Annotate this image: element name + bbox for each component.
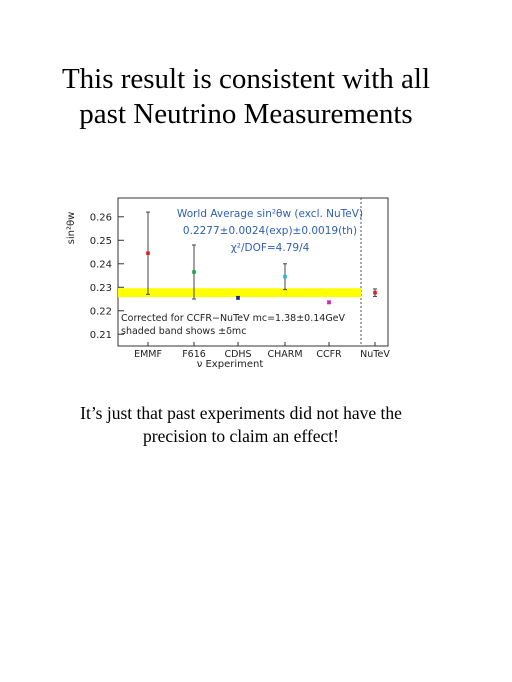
x-axis-label: ν Experiment [197, 359, 264, 370]
slide-title-line-2: past Neutrino Measurements [79, 98, 413, 130]
annotation-correction-note: Corrected for CCFR−NuTeV mc=1.38±0.14GeV [121, 313, 346, 324]
plot-frame [117, 197, 389, 347]
annotation-chi2: χ²/DOF=4.79/4 [231, 242, 310, 254]
world-average-band [118, 288, 361, 298]
y-tick-label-3: 0.24 [90, 259, 112, 270]
y-axis-label: sin²θw [66, 212, 77, 245]
data-point-nutev [373, 290, 377, 295]
y-tick-label-1: 0.22 [90, 306, 112, 317]
caption: It’s just that past experiments did not … [0, 402, 482, 448]
y-tick-label-4: 0.25 [90, 236, 112, 247]
annotation-band-note: shaded band shows ±δmc [121, 326, 246, 337]
data-point-ccfr [327, 300, 331, 305]
annotation-world-average: World Average sin²θw (excl. NuTeV) [177, 208, 363, 220]
caption-line-1: It’s just that past experiments did not … [80, 403, 402, 423]
y-tick-label-5: 0.26 [90, 212, 112, 223]
caption-line-2: precision to claim an effect! [143, 426, 339, 446]
sin2thetaw-chart: sin²θw 0.21 0.22 0.23 0.24 0.25 0.26 EMMF F616… [66, 197, 390, 370]
slide-title-line-1: This result is consistent with all [61, 63, 431, 95]
category-label-emmf: EMMF [134, 349, 162, 360]
data-point-f616 [192, 270, 196, 274]
data-point-emmf [146, 251, 150, 256]
category-label-nutev: NuTeV [360, 349, 390, 360]
y-tick-label-0: 0.21 [90, 330, 112, 341]
data-point-charm [283, 274, 287, 279]
category-label-f616: F616 [182, 349, 206, 360]
category-label-cdhs: CDHS [224, 349, 251, 360]
y-tick-label-2: 0.23 [90, 283, 112, 294]
category-label-charm: CHARM [267, 349, 302, 360]
category-label-ccfr: CCFR [316, 349, 342, 360]
data-point-cdhs [236, 296, 240, 300]
annotation-world-average-value: 0.2277±0.0024(exp)±0.0019(th) [183, 225, 357, 237]
slide-title: This result is consistent with all past … [0, 62, 492, 132]
